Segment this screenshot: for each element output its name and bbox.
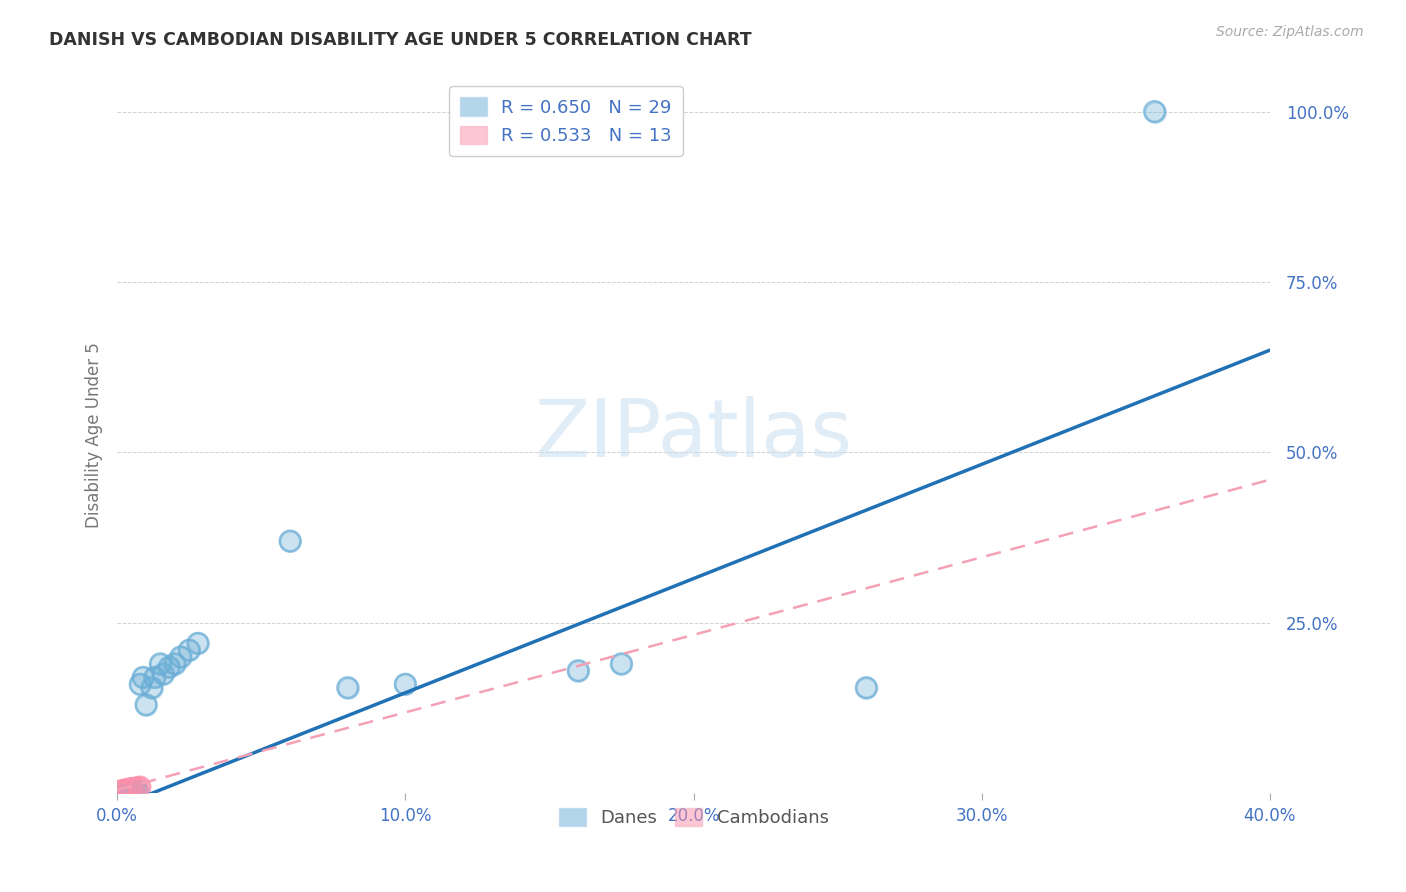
- Point: [108, 784, 131, 798]
- Point: [143, 670, 166, 684]
- Point: [152, 667, 174, 681]
- Point: [149, 657, 172, 671]
- Point: [394, 677, 416, 691]
- Point: [111, 785, 134, 799]
- Point: [114, 782, 136, 797]
- Point: [610, 657, 633, 671]
- Point: [118, 781, 141, 796]
- Point: [135, 698, 157, 712]
- Point: [129, 677, 152, 691]
- Point: [157, 660, 180, 674]
- Point: [111, 783, 134, 797]
- Point: [108, 783, 131, 797]
- Point: [129, 677, 152, 691]
- Point: [108, 783, 131, 797]
- Point: [114, 783, 136, 797]
- Point: [118, 782, 141, 797]
- Point: [179, 643, 201, 657]
- Point: [610, 657, 633, 671]
- Point: [278, 534, 301, 549]
- Point: [336, 681, 359, 695]
- Text: Source: ZipAtlas.com: Source: ZipAtlas.com: [1216, 25, 1364, 39]
- Point: [149, 657, 172, 671]
- Point: [108, 785, 131, 799]
- Point: [127, 780, 149, 795]
- Point: [118, 781, 141, 796]
- Point: [114, 783, 136, 797]
- Point: [111, 783, 134, 797]
- Point: [141, 681, 163, 695]
- Point: [114, 784, 136, 798]
- Point: [121, 781, 143, 796]
- Point: [187, 636, 209, 650]
- Point: [124, 784, 146, 798]
- Point: [163, 657, 186, 671]
- Point: [169, 650, 191, 665]
- Point: [118, 784, 141, 798]
- Point: [129, 780, 152, 794]
- Point: [114, 784, 136, 798]
- Point: [124, 784, 146, 798]
- Point: [121, 784, 143, 798]
- Point: [394, 677, 416, 691]
- Point: [1143, 104, 1166, 119]
- Point: [187, 636, 209, 650]
- Point: [114, 783, 136, 797]
- Point: [124, 780, 146, 795]
- Point: [124, 780, 146, 795]
- Point: [121, 781, 143, 796]
- Point: [1143, 104, 1166, 119]
- Point: [132, 670, 155, 684]
- Point: [108, 785, 131, 799]
- Point: [567, 664, 589, 678]
- Point: [855, 681, 877, 695]
- Point: [157, 660, 180, 674]
- Point: [336, 681, 359, 695]
- Point: [152, 667, 174, 681]
- Text: DANISH VS CAMBODIAN DISABILITY AGE UNDER 5 CORRELATION CHART: DANISH VS CAMBODIAN DISABILITY AGE UNDER…: [49, 31, 752, 49]
- Text: ZIPatlas: ZIPatlas: [534, 396, 852, 475]
- Point: [118, 784, 141, 798]
- Point: [121, 780, 143, 795]
- Point: [111, 785, 134, 799]
- Point: [111, 783, 134, 797]
- Point: [129, 780, 152, 794]
- Point: [179, 643, 201, 657]
- Point: [143, 670, 166, 684]
- Point: [108, 784, 131, 798]
- Legend: Danes, Cambodians: Danes, Cambodians: [551, 801, 835, 834]
- Point: [114, 783, 136, 797]
- Point: [567, 664, 589, 678]
- Point: [278, 534, 301, 549]
- Point: [111, 784, 134, 798]
- Point: [121, 784, 143, 798]
- Point: [141, 681, 163, 695]
- Point: [132, 670, 155, 684]
- Point: [127, 784, 149, 798]
- Point: [118, 782, 141, 797]
- Point: [135, 698, 157, 712]
- Point: [127, 784, 149, 798]
- Point: [121, 783, 143, 797]
- Point: [111, 783, 134, 797]
- Point: [855, 681, 877, 695]
- Point: [163, 657, 186, 671]
- Y-axis label: Disability Age Under 5: Disability Age Under 5: [86, 343, 103, 528]
- Point: [111, 784, 134, 798]
- Point: [127, 780, 149, 795]
- Point: [169, 650, 191, 665]
- Point: [121, 783, 143, 797]
- Point: [114, 782, 136, 797]
- Point: [121, 780, 143, 795]
